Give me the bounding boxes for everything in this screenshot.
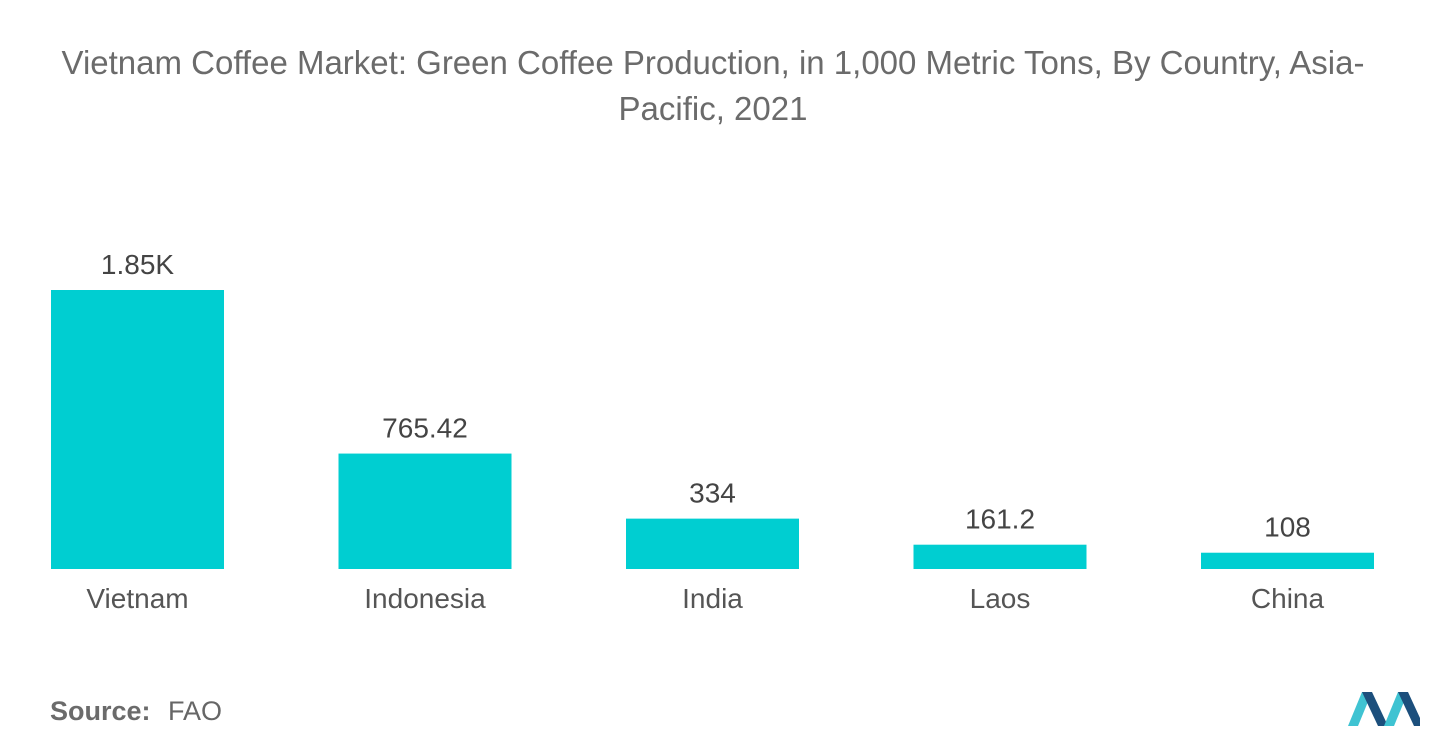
- logo-mid-stroke: [1362, 692, 1388, 726]
- tick-label-indonesia: Indonesia: [364, 583, 486, 614]
- tick-label-india: India: [682, 583, 743, 614]
- tick-label-china: China: [1251, 583, 1325, 614]
- bars-group: [51, 290, 1374, 569]
- data-label-indonesia: 765.42: [382, 413, 468, 444]
- logo-tail-stroke: [1398, 692, 1420, 726]
- bar-china: [1201, 552, 1374, 569]
- source-value: FAO: [168, 696, 223, 726]
- source-label: Source:: [50, 696, 151, 726]
- bar-vietnam: [51, 290, 224, 569]
- bar-chart: 1.85K 765.42 334 161.2 108 Vietnam Indonesia I…: [51, 249, 1374, 614]
- bar-laos: [913, 544, 1087, 569]
- category-labels-group: Vietnam Indonesia India Laos China: [86, 583, 1324, 614]
- data-label-laos: 161.2: [965, 504, 1035, 535]
- tick-label-laos: Laos: [970, 583, 1031, 614]
- chart-title: Vietnam Coffee Market: Green Coffee Prod…: [61, 44, 1365, 127]
- data-label-china: 108: [1264, 512, 1311, 543]
- tick-label-vietnam: Vietnam: [86, 583, 188, 614]
- value-labels-group: 1.85K 765.42 334 161.2 108: [101, 249, 1311, 543]
- bar-india: [626, 518, 799, 569]
- source-note: Source: FAO: [50, 696, 222, 727]
- bar-indonesia: [338, 453, 512, 569]
- brand-logo-icon: [1348, 692, 1420, 726]
- data-label-vietnam: 1.85K: [101, 249, 174, 280]
- data-label-india: 334: [689, 478, 736, 509]
